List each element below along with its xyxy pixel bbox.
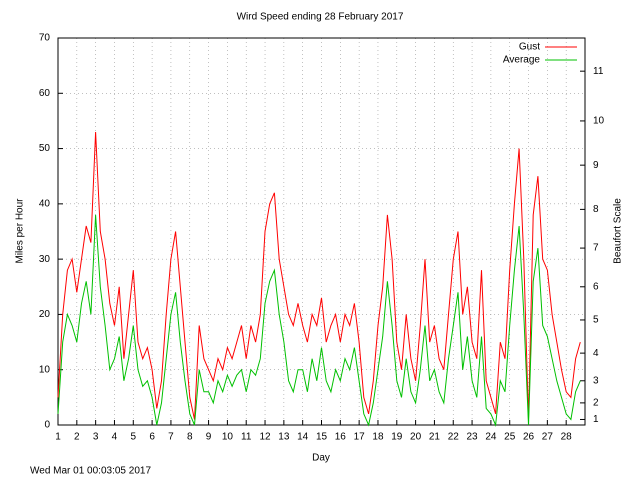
x-tick-label: 7	[168, 432, 174, 443]
series-line	[57, 131, 581, 420]
x-tick-label: 6	[149, 432, 155, 443]
y2-tick-label: 5	[593, 315, 599, 326]
y2-tick-label: 7	[593, 243, 599, 254]
plot-frame	[57, 37, 586, 426]
y2-tick-label: 2	[593, 398, 599, 409]
y-tick-label: 10	[39, 364, 51, 375]
legend-label: Average	[503, 55, 541, 66]
footer: Wed Mar 01 00:03:05 2017	[30, 466, 151, 477]
y2-tick-label: 11	[593, 66, 604, 77]
y2-tick-label: 3	[593, 375, 599, 386]
x-tick-label: 18	[372, 432, 384, 443]
x-tick-label: 21	[429, 432, 441, 443]
y-tick-label: 40	[39, 198, 51, 209]
x-tick-label: 8	[187, 432, 193, 443]
x-tick-label: 22	[448, 432, 460, 443]
x-tick-label: 23	[467, 432, 479, 443]
series-line	[57, 214, 581, 427]
y2-tick-label: 10	[593, 116, 605, 127]
y2-tick-label: 6	[593, 281, 599, 292]
x-tick-label: 1	[55, 432, 61, 443]
x-axis-label: Day	[312, 453, 330, 464]
x-tick-label: 19	[391, 432, 403, 443]
x-tick-label: 4	[112, 432, 118, 443]
x-tick-label: 20	[410, 432, 422, 443]
x-tick-label: 9	[206, 432, 212, 443]
y-tick-label: 30	[39, 254, 51, 265]
x-tick-label: 15	[316, 432, 328, 443]
y-tick-label: 0	[44, 420, 50, 431]
y2-tick-label: 8	[593, 204, 599, 215]
y-tick-label: 50	[39, 143, 51, 154]
x-tick-label: 12	[259, 432, 271, 443]
y-tick-label: 20	[39, 309, 51, 320]
y2-tick-label: 9	[593, 160, 599, 171]
legend-label: Gust	[519, 42, 540, 53]
y-axis-label: Miles per Hour	[15, 198, 26, 264]
chart-title: Wird Speed ending 28 February 2017	[237, 12, 404, 23]
x-tick-label: 25	[504, 432, 516, 443]
y2-axis-label: Beaufort Scale	[613, 198, 624, 264]
x-tick-label: 17	[354, 432, 366, 443]
x-tick-label: 16	[335, 432, 347, 443]
y-tick-label: 60	[39, 88, 51, 99]
x-tick-label: 3	[93, 432, 99, 443]
x-tick-label: 13	[278, 432, 290, 443]
x-tick-label: 2	[74, 432, 80, 443]
x-tick-label: 28	[561, 432, 573, 443]
x-tick-label: 14	[297, 432, 309, 443]
x-tick-label: 27	[542, 432, 554, 443]
x-tick-label: 10	[222, 432, 234, 443]
y2-tick-label: 4	[593, 348, 599, 359]
y2-tick-label: 1	[593, 414, 599, 425]
y-tick-label: 70	[39, 33, 51, 44]
x-tick-label: 26	[523, 432, 535, 443]
x-tick-label: 5	[131, 432, 137, 443]
x-tick-label: 24	[485, 432, 497, 443]
x-tick-label: 11	[241, 432, 252, 443]
